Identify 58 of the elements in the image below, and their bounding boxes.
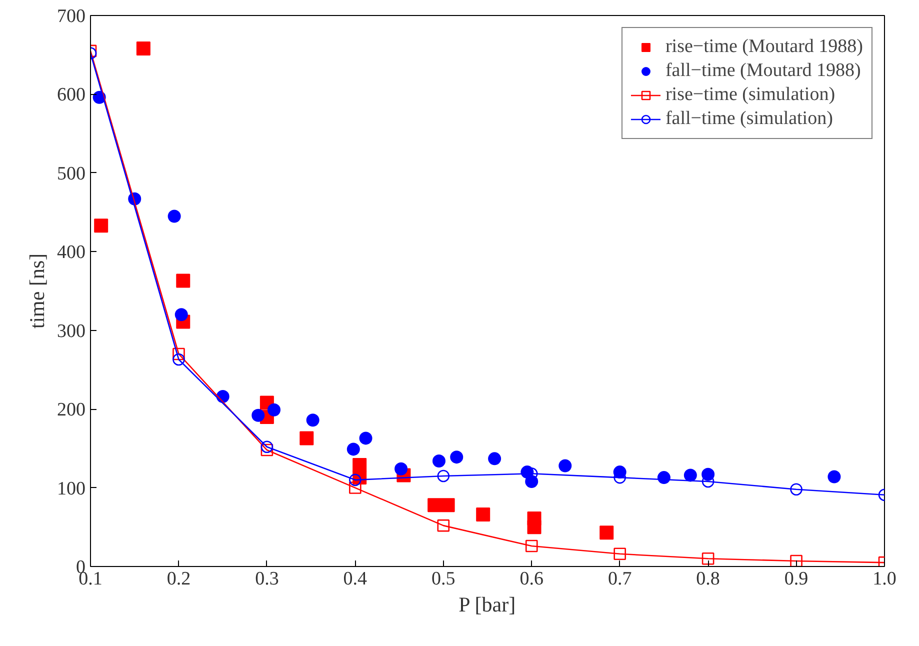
- point: [260, 444, 274, 456]
- point: [558, 459, 572, 472]
- x-tick-label: 0.2: [166, 568, 191, 590]
- y-tick-label: 600: [57, 84, 86, 106]
- point: [600, 526, 614, 540]
- point: [527, 520, 542, 534]
- x-tick-label: 0.4: [343, 568, 368, 590]
- point: [174, 308, 188, 322]
- y-tick-label: 100: [57, 478, 86, 500]
- x-tick-label: 0.9: [784, 568, 808, 590]
- point: [614, 548, 626, 560]
- point: [352, 458, 367, 472]
- x-tick-label: 0.8: [696, 568, 720, 590]
- point: [437, 519, 450, 532]
- point: [450, 450, 464, 464]
- point: [349, 474, 362, 486]
- point: [437, 470, 450, 482]
- point: [172, 348, 185, 360]
- point: [349, 482, 362, 494]
- x-tick-label: 0.6: [520, 568, 544, 590]
- point: [94, 218, 108, 233]
- point: [260, 440, 274, 453]
- point: [394, 462, 408, 476]
- point: [168, 210, 181, 223]
- y-axis-title: time [ns]: [25, 253, 49, 329]
- point: [268, 403, 280, 416]
- x-tick-label: 0.3: [255, 568, 279, 590]
- point: [306, 414, 320, 427]
- legend-label: fall−time (Moutard 1988): [665, 60, 861, 82]
- y-tick-label: 400: [57, 242, 86, 264]
- point: [136, 42, 150, 56]
- point: [359, 432, 372, 445]
- point: [176, 274, 190, 288]
- point: [346, 442, 360, 456]
- legend-label: rise−time (Moutard 1988): [665, 36, 863, 58]
- point: [828, 470, 841, 484]
- point: [432, 454, 446, 468]
- point: [702, 552, 714, 565]
- y-tick-label: 700: [57, 6, 86, 27]
- x-axis-title: P [bar]: [458, 592, 516, 616]
- point: [428, 498, 442, 512]
- point: [525, 540, 538, 552]
- legend-label: fall−time (simulation): [665, 108, 833, 130]
- point: [684, 468, 697, 482]
- x-tick-label: 0.5: [432, 568, 456, 590]
- x-tick-label: 1.0: [872, 568, 896, 590]
- x-tick-label: 0.7: [608, 568, 632, 590]
- point: [300, 431, 314, 446]
- y-tick-label: 300: [57, 320, 86, 342]
- legend-label: rise−time (simulation): [665, 84, 836, 106]
- point: [172, 353, 185, 366]
- point: [488, 452, 502, 466]
- point: [252, 408, 265, 422]
- point: [440, 498, 455, 512]
- y-tick-label: 500: [57, 163, 86, 184]
- point: [790, 483, 802, 496]
- point: [476, 508, 490, 522]
- y-tick-label: 200: [57, 400, 86, 421]
